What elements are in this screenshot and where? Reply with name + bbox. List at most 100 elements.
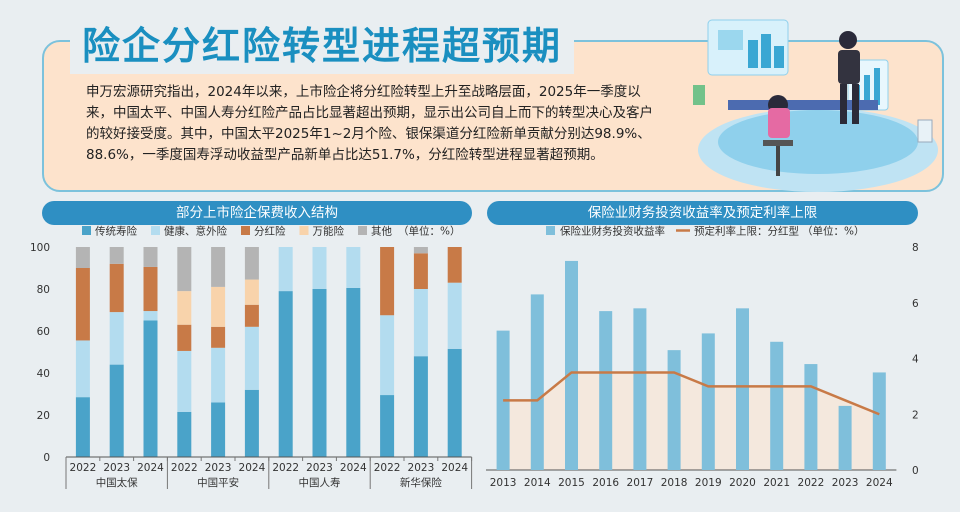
rate-area (503, 372, 880, 470)
group-label-1: 中国平安 (197, 476, 239, 489)
legend-label-3: 万能险 (313, 225, 345, 238)
legend-label-line: 预定利率上限：分红型 (694, 225, 799, 238)
x-tick-label: 2022 (70, 462, 97, 474)
x-tick-label: 2014 (524, 477, 551, 489)
legend-swatch-0 (82, 226, 91, 235)
bar-segment (75, 397, 90, 457)
legend-swatch-1 (151, 226, 160, 235)
group-label-3: 新华保险 (400, 476, 442, 489)
chart1-title: 部分上市险企保费收入结构 (42, 201, 472, 225)
bar-segment (109, 263, 124, 313)
y-tick-label: 8 (912, 242, 919, 254)
yield-bar (872, 372, 886, 470)
bar-segment (244, 326, 259, 390)
legend-label-0: 传统寿险 (95, 225, 137, 238)
bar-segment (211, 247, 226, 287)
chart2-title: 保险业财务投资收益率及预定利率上限 (487, 201, 918, 225)
bar-segment (177, 291, 192, 325)
x-tick-label: 2015 (558, 477, 585, 489)
y-tick-label: 40 (37, 368, 50, 380)
y-tick-label: 6 (912, 298, 919, 310)
bar-segment (177, 247, 192, 292)
bar-segment (278, 291, 293, 457)
bar-segment (177, 350, 192, 412)
bar-segment (447, 247, 462, 283)
bar-segment (109, 247, 124, 264)
x-tick-label: 2018 (661, 477, 688, 489)
x-tick-label: 2024 (866, 477, 893, 489)
premium-structure-chart: 传统寿险 健康、意外险 分红险 万能险 其他 （单位：%） 0 20 40 60 80 100 2022… (30, 225, 473, 489)
yield-bar (701, 333, 715, 470)
y-tick-label: 80 (37, 284, 50, 296)
y-tick-label: 0 (43, 452, 50, 464)
bar-segment (244, 247, 259, 280)
legend-label-bar: 保险业财务投资收益率 (560, 225, 665, 238)
bar-segment (143, 247, 158, 267)
legend-label-2: 分红险 (254, 225, 286, 238)
yield-bar (838, 405, 852, 470)
yield-bar (667, 350, 681, 470)
bar-segment (278, 247, 293, 292)
yield-bar (599, 311, 613, 470)
y-tick-label: 20 (37, 410, 50, 422)
x-tick-label: 2024 (239, 462, 266, 474)
x-tick-label: 2023 (205, 462, 232, 474)
x-tick-label: 2017 (627, 477, 654, 489)
yield-bar (633, 308, 647, 470)
legend-label-1: 健康、意外险 (164, 225, 227, 238)
bar-segment (177, 411, 192, 457)
yield-bar (804, 364, 818, 470)
legend-unit-note: （单位：%） (398, 225, 460, 238)
y-tick-label: 4 (912, 354, 919, 366)
intro-paragraph: 申万宏源研究指出，2024年以来，上市险企将分红险转型上升至战略层面，2025年… (86, 84, 653, 163)
bar-segment (75, 340, 90, 398)
bar-segment (312, 247, 327, 289)
bar-segment (143, 320, 158, 457)
x-tick-label: 2021 (763, 477, 790, 489)
legend-swatch-bar (546, 226, 555, 235)
bar-segment (143, 311, 158, 321)
yield-bar (530, 294, 544, 470)
bar-segment (211, 347, 226, 403)
legend-swatch-4 (358, 226, 367, 235)
bar-segment (211, 402, 226, 457)
bar-segment (75, 268, 90, 341)
rate-line (503, 371, 880, 416)
x-tick-label: 2023 (832, 477, 859, 489)
bar-segment (413, 289, 428, 357)
x-tick-label: 2016 (592, 477, 619, 489)
bar-segment (380, 247, 395, 316)
bar-segment (346, 287, 361, 457)
bar-segment (413, 253, 428, 289)
legend-label-4: 其他 (371, 225, 392, 238)
x-tick-label: 2022 (171, 462, 198, 474)
bar-segment (244, 389, 259, 457)
x-tick-label: 2022 (272, 462, 299, 474)
y-tick-label: 2 (912, 409, 919, 421)
bar-segment (109, 312, 124, 365)
x-tick-label: 2023 (103, 462, 130, 474)
x-tick-label: 2023 (306, 462, 333, 474)
legend-swatch-2 (241, 226, 250, 235)
office-illustration-icon (693, 19, 938, 192)
y-tick-label: 60 (37, 326, 50, 338)
group-label-0: 中国太保 (96, 476, 138, 489)
legend-swatch-3 (299, 226, 309, 235)
bar-segment (244, 279, 259, 305)
yield-rate-chart: 保险业财务投资收益率 预定利率上限：分红型 （单位：%） 0 2 4 6 8 2013 2014 2… (486, 225, 919, 489)
bar-segment (75, 247, 90, 268)
bar-segment (312, 289, 327, 457)
x-tick-label: 2024 (137, 462, 164, 474)
bar-segment (346, 247, 361, 288)
bar-segment (447, 348, 462, 457)
group-label-2: 中国人寿 (299, 476, 341, 489)
yield-bar (736, 308, 749, 470)
bar-segment (447, 282, 462, 349)
x-tick-label: 2023 (408, 462, 435, 474)
x-tick-label: 2022 (798, 477, 825, 489)
bar-segment (211, 326, 226, 348)
yield-bar (565, 260, 578, 470)
y-tick-label: 0 (912, 465, 919, 477)
bar-segment (109, 364, 124, 457)
bar-segment (413, 356, 428, 457)
